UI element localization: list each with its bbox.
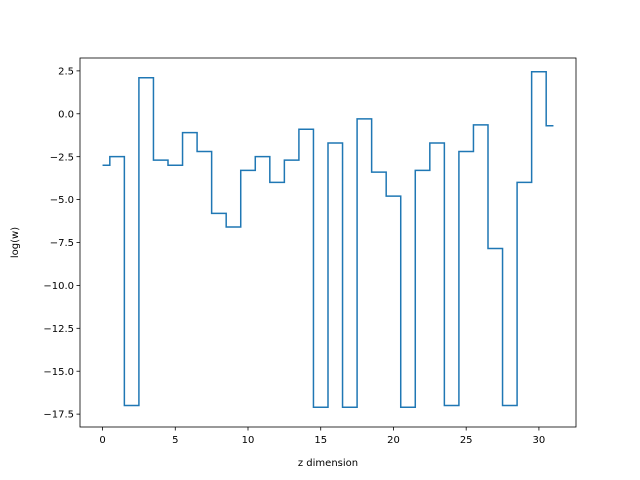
x-tick-label: 30 (533, 435, 546, 446)
axes-frame (79, 57, 577, 428)
y-tick-label: −2.5 (50, 152, 74, 163)
y-tick-label: −17.5 (43, 410, 74, 421)
x-tick-label: 15 (314, 435, 327, 446)
x-tick-label: 20 (387, 435, 400, 446)
x-tick-label: 10 (242, 435, 255, 446)
x-axis-label: z dimension (298, 458, 358, 469)
x-tick-label: 25 (460, 435, 473, 446)
y-axis-label: log(w) (10, 227, 21, 258)
x-tick-label: 0 (99, 435, 105, 446)
y-tick-label: −15.0 (43, 367, 74, 378)
axis-ticks: 0 5 10 15 20 25 30 2.5 0.0 −2.5 −5.0 −7.5 −10.0 −12.5… (43, 66, 545, 446)
x-tick-label: 5 (172, 435, 178, 446)
plot-area (102, 70, 554, 409)
y-tick-label: −10.0 (43, 281, 74, 292)
y-tick-label: 0.0 (58, 109, 74, 120)
y-tick-label: −12.5 (43, 324, 74, 335)
series-step-line (102, 70, 554, 409)
y-tick-label: −5.0 (50, 195, 74, 206)
y-tick-label: −7.5 (50, 238, 74, 249)
y-tick-label: 2.5 (58, 66, 74, 77)
